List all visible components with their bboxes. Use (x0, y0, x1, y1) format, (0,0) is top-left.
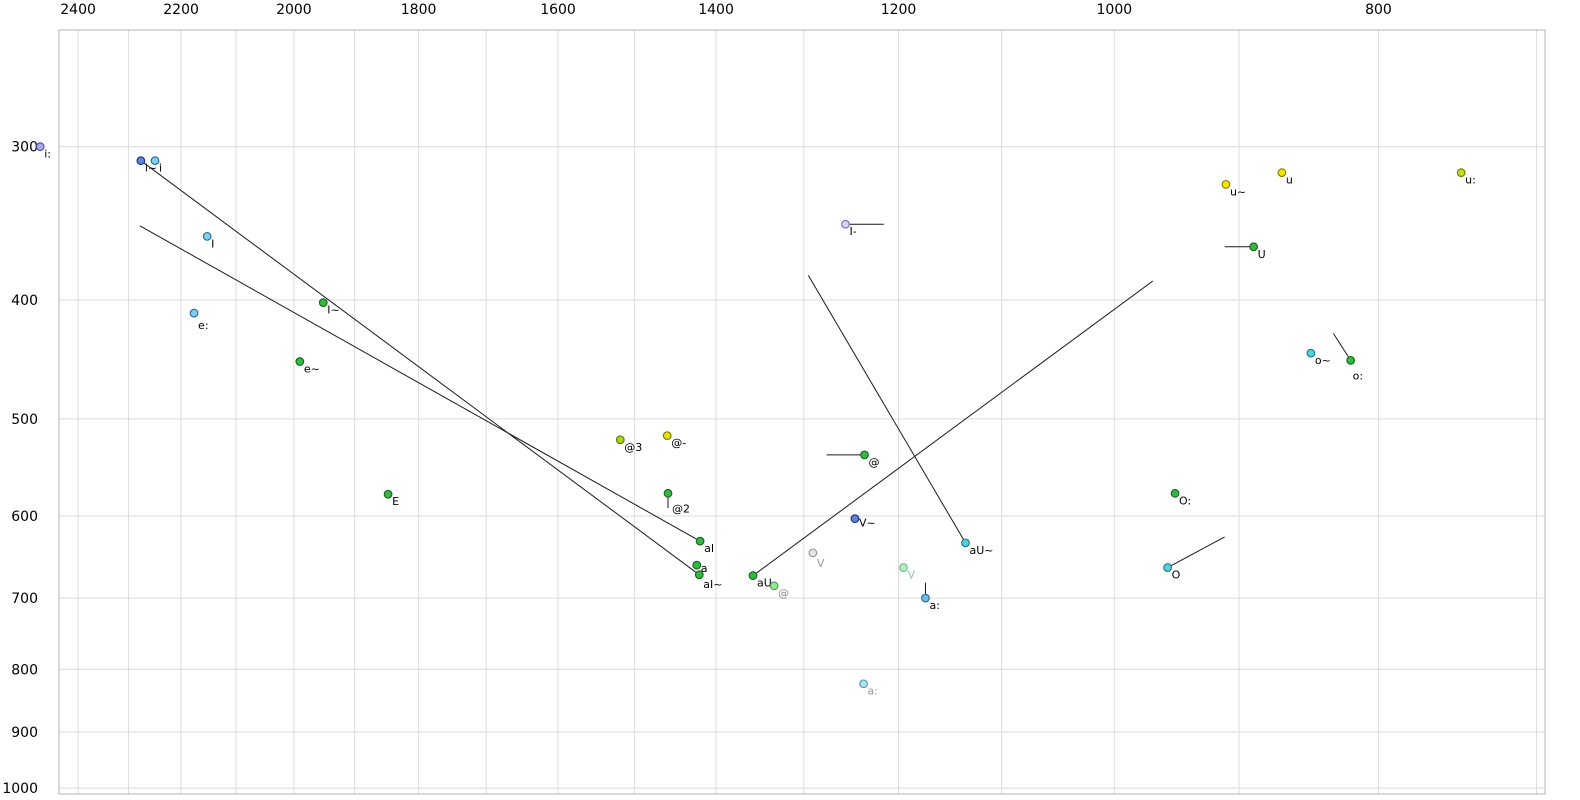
vowel-point (383, 489, 393, 499)
x-axis-tick-label: 1200 (881, 2, 917, 18)
vowel-label: a (701, 562, 708, 575)
vowel-point (1306, 348, 1316, 358)
y-axis-tick-label: 1000 (2, 781, 38, 797)
vowel-label: I (211, 237, 214, 250)
y-axis-tick-label: 400 (11, 293, 38, 309)
vowel-label: @ (778, 587, 789, 600)
y-axis-tick-label: 500 (11, 412, 38, 428)
plot-border (58, 29, 1546, 795)
y-axis-tick-label: 800 (11, 662, 38, 678)
trajectory-line (752, 280, 1154, 576)
vowel-label: u: (1465, 174, 1476, 187)
vowel-point (961, 538, 970, 548)
y-axis-tick-label: 900 (11, 725, 38, 741)
vowel-label: V~ (859, 517, 876, 530)
vowel-label: a: (868, 685, 878, 698)
vowel-label: I~ (327, 304, 339, 317)
vowel-point (850, 514, 860, 524)
vowel-label: u~ (1230, 185, 1246, 198)
vowel-label: U (1258, 248, 1266, 261)
vowel-label: aU~ (969, 544, 993, 557)
trajectory-line (139, 225, 701, 542)
vowel-point (808, 548, 818, 558)
vowel-point (860, 450, 869, 460)
trajectory-line (807, 275, 966, 544)
vowel-label: a: (929, 599, 939, 612)
vowel-point (694, 570, 704, 580)
vowel-point (921, 593, 930, 603)
vowel-label: @2 (672, 502, 690, 515)
vowel-point (318, 298, 328, 308)
x-axis-tick-label: 2400 (60, 2, 96, 18)
vowel-point (663, 488, 673, 498)
vowel-point (189, 308, 199, 318)
vowel-point (769, 581, 779, 591)
vowel-point (1346, 355, 1356, 365)
vowel-point (1456, 168, 1466, 178)
vowel-point (748, 571, 758, 580)
vowel-label: aI~ (703, 578, 722, 591)
vowel-point (1163, 563, 1172, 572)
vowel-label: O: (1179, 494, 1191, 507)
vowel-point (692, 560, 702, 570)
vowel-point (295, 357, 305, 366)
vowel-label: u (1286, 174, 1293, 187)
vowel-point (695, 536, 705, 546)
vowel-label: i: (44, 148, 51, 161)
vowel-label: @3 (624, 441, 642, 454)
x-axis-tick-label: 2200 (163, 2, 199, 18)
trajectory-line (1333, 333, 1352, 361)
vowel-label: e: (198, 319, 208, 332)
x-axis-tick-label: 1000 (1097, 2, 1133, 18)
vowel-point (615, 435, 625, 445)
vowel-point (859, 679, 868, 689)
vowel-label: o: (1353, 369, 1363, 382)
vowel-label: e~ (304, 363, 320, 376)
vowel-label: I- (849, 225, 856, 238)
x-axis-tick-label: 1400 (698, 2, 734, 18)
vowel-label: @- (671, 437, 686, 450)
vowel-point (662, 431, 672, 441)
vowel-point (150, 156, 160, 166)
vowel-point (899, 563, 908, 572)
y-axis-tick-label: 700 (11, 591, 38, 607)
x-axis-tick-label: 800 (1365, 2, 1392, 18)
vowel-label: O (1172, 569, 1181, 582)
vowel-point (136, 156, 146, 166)
vowel-label: E (392, 495, 399, 508)
vowel-label: V (907, 569, 915, 582)
trajectory-line (1167, 536, 1225, 569)
vowel-point (1170, 488, 1180, 498)
vowel-label: V (817, 557, 825, 570)
x-axis-tick-label: 1800 (401, 2, 437, 18)
vowel-label: i (159, 162, 162, 175)
trajectory-line (140, 160, 700, 576)
vowel-label: @ (868, 456, 879, 469)
y-axis-tick-label: 600 (11, 509, 38, 525)
vowel-point (202, 231, 212, 241)
vowel-label: aU (757, 577, 772, 590)
vowel-point (841, 219, 850, 229)
vowel-label: aI (704, 542, 714, 555)
vowel-point (1221, 179, 1231, 189)
x-axis-tick-label: 1600 (540, 2, 576, 18)
vowel-point (1249, 242, 1259, 252)
x-axis-tick-label: 2000 (276, 2, 312, 18)
vowel-point (35, 142, 45, 152)
vowel-label: o~ (1315, 354, 1331, 367)
y-axis-tick-label: 300 (11, 140, 38, 156)
vowel-point (1277, 168, 1287, 178)
